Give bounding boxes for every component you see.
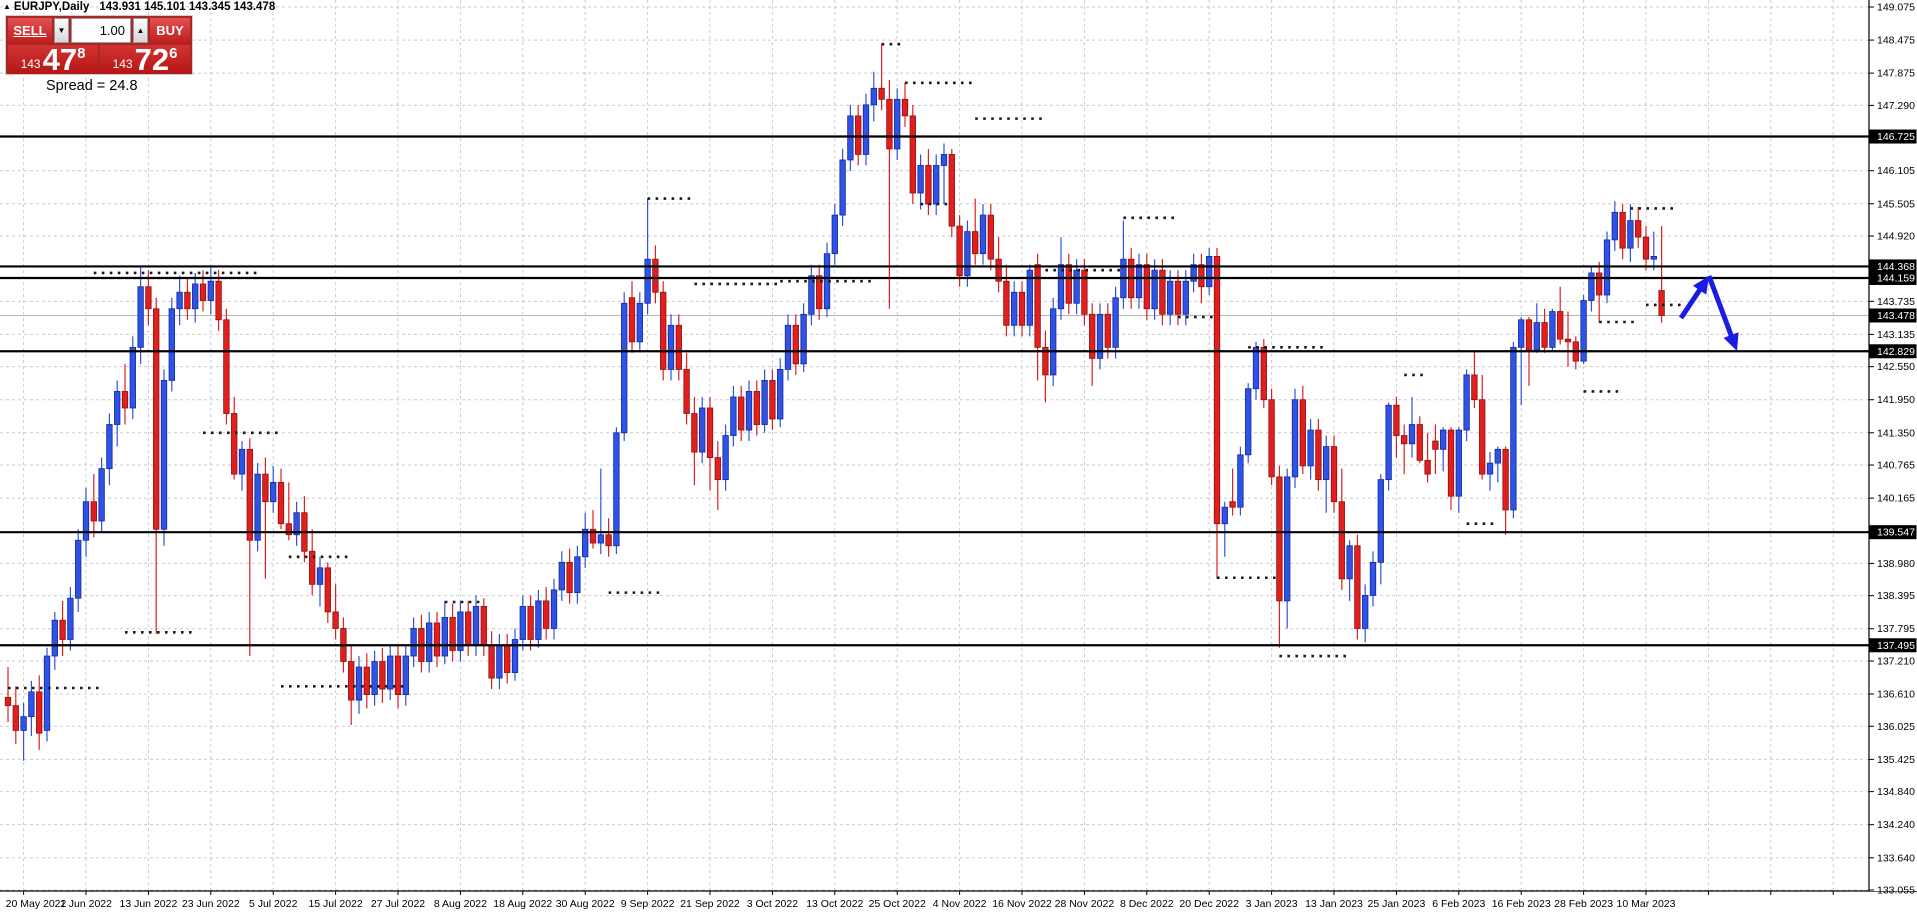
buy-price-big: 72 <box>134 42 170 77</box>
time-axis-label: 20 Dec 2022 <box>1179 898 1239 910</box>
price-axis-tick-label: 146.105 <box>1877 165 1915 177</box>
volume-increase-button[interactable]: ▲ <box>133 18 148 43</box>
time-axis-label: 23 Jun 2022 <box>182 898 240 910</box>
time-axis-label: 16 Feb 2023 <box>1492 898 1551 910</box>
spread-label: Spread = 24.8 <box>46 78 138 94</box>
symbol-timeframe-label: EURJPY,Daily <box>13 1 90 13</box>
ohlc-values: 143.931 145.101 143.345 143.478 <box>99 1 276 13</box>
time-axis-label: 30 Aug 2022 <box>556 898 615 910</box>
time-axis-label: 8 Aug 2022 <box>434 898 487 910</box>
time-axis-label: 21 Sep 2022 <box>680 898 740 910</box>
time-axis-label: 15 Jul 2022 <box>308 898 362 910</box>
sell-button[interactable]: SELL <box>8 18 52 43</box>
price-axis-tick-label: 134.840 <box>1877 786 1915 798</box>
symbol-marker-icon[interactable]: ▲ <box>3 2 11 11</box>
one-click-trading-panel: SELL ▼ ▲ BUY 143 47 8 143 72 6 <box>5 15 193 75</box>
price-axis-tick-label: 133.640 <box>1877 852 1915 864</box>
buy-price-sup: 6 <box>169 45 178 62</box>
price-axis-tick-label: 147.875 <box>1877 68 1915 80</box>
chart-info-bar: ▲ EURJPY,Daily 143.931 145.101 143.345 143… <box>3 1 275 13</box>
price-axis-tick-label: 143.135 <box>1877 329 1915 341</box>
time-axis-label: 28 Nov 2022 <box>1055 898 1115 910</box>
triangle-up-icon: ▲ <box>136 26 145 35</box>
price-axis-tick-label: 141.950 <box>1877 394 1915 406</box>
price-axis-tick-label: 137.795 <box>1877 623 1915 635</box>
svg-text:143.478: 143.478 <box>1877 310 1915 322</box>
sell-price-big: 47 <box>42 42 78 77</box>
time-axis-label: 13 Jan 2023 <box>1305 898 1363 910</box>
price-axis-tick-label: 138.395 <box>1877 590 1915 602</box>
price-axis-tick-label: 143.735 <box>1877 296 1915 308</box>
svg-text:144.159: 144.159 <box>1877 272 1915 284</box>
time-axis-label: 6 Feb 2023 <box>1432 898 1485 910</box>
price-axis-tick-label: 134.240 <box>1877 819 1915 831</box>
svg-text:142.829: 142.829 <box>1877 346 1915 358</box>
price-axis-tick-label: 147.290 <box>1877 100 1915 112</box>
chart-grid <box>0 0 1869 891</box>
price-axis-tick-label: 136.610 <box>1877 689 1915 701</box>
buy-price-prefix: 143 <box>112 57 133 71</box>
price-axis-boxed-label <box>1869 129 1917 144</box>
volume-input[interactable] <box>72 19 130 42</box>
trend-arrow[interactable] <box>1678 275 1739 351</box>
price-axis-tick-label: 145.505 <box>1877 198 1915 210</box>
sell-price-button[interactable]: 143 47 8 <box>8 42 98 77</box>
sell-price-sup: 8 <box>77 45 86 62</box>
price-axis-tick-label: 133.055 <box>1877 885 1915 897</box>
price-axis-tick-label: 144.920 <box>1877 231 1915 243</box>
time-axis-label: 3 Jan 2023 <box>1246 898 1298 910</box>
price-axis-boxed-label <box>1869 259 1917 274</box>
price-axis-boxed-label <box>1869 308 1917 323</box>
price-axis-tick-label: 140.165 <box>1877 493 1915 505</box>
buy-price-button[interactable]: 143 72 6 <box>100 42 190 77</box>
svg-text:146.725: 146.725 <box>1877 131 1915 143</box>
price-axis-boxed-label <box>1869 270 1917 285</box>
price-axis-tick-label: 141.350 <box>1877 427 1915 439</box>
time-axis-label: 25 Oct 2022 <box>869 898 926 910</box>
time-axis-label: 28 Feb 2023 <box>1554 898 1613 910</box>
sell-price-prefix: 143 <box>20 57 41 71</box>
triangle-down-icon: ▼ <box>57 26 66 35</box>
candles[interactable] <box>4 44 1665 761</box>
price-axis-tick-label: 149.075 <box>1877 2 1915 14</box>
svg-text:144.368: 144.368 <box>1877 261 1915 273</box>
price-axis-boxed-label <box>1869 525 1917 540</box>
time-axis-label: 13 Jun 2022 <box>119 898 177 910</box>
time-axis-label: 16 Nov 2022 <box>992 898 1052 910</box>
price-axis-tick-label: 140.765 <box>1877 460 1915 472</box>
price-axis-boxed-label <box>1869 344 1917 359</box>
svg-text:137.495: 137.495 <box>1877 640 1915 652</box>
dotted-levels[interactable] <box>8 42 1685 690</box>
time-axis-label: 9 Sep 2022 <box>621 898 675 910</box>
price-axis[interactable]: 149.075 148.475 147.875 147.290 146.105 145.5… <box>1868 0 1917 897</box>
price-axis-boxed-label <box>1869 638 1917 653</box>
time-axis-label: 8 Dec 2022 <box>1120 898 1174 910</box>
time-axis-label: 25 Jan 2023 <box>1367 898 1425 910</box>
time-axis-label: 4 Nov 2022 <box>933 898 987 910</box>
price-axis-tick-label: 135.425 <box>1877 754 1915 766</box>
price-axis-tick-label: 137.210 <box>1877 655 1915 667</box>
buy-button[interactable]: BUY <box>150 18 190 43</box>
price-axis-tick-label: 138.980 <box>1877 558 1915 570</box>
time-axis-label: 20 May 2022 <box>6 898 67 910</box>
time-axis-label: 1 Jun 2022 <box>60 898 112 910</box>
time-axis-label: 10 Mar 2023 <box>1617 898 1676 910</box>
price-axis-tick-label: 142.550 <box>1877 361 1915 373</box>
price-axis-tick-label: 148.475 <box>1877 35 1915 47</box>
volume-decrease-button[interactable]: ▼ <box>54 18 69 43</box>
time-axis-label: 13 Oct 2022 <box>806 898 863 910</box>
price-axis-tick-label: 136.025 <box>1877 721 1915 733</box>
time-axis-label: 5 Jul 2022 <box>249 898 298 910</box>
support-resistance-lines[interactable] <box>0 135 1869 647</box>
time-axis-label: 3 Oct 2022 <box>747 898 799 910</box>
time-axis-label: 18 Aug 2022 <box>493 898 552 910</box>
time-axis-label: 27 Jul 2022 <box>371 898 425 910</box>
svg-text:139.547: 139.547 <box>1877 527 1915 539</box>
